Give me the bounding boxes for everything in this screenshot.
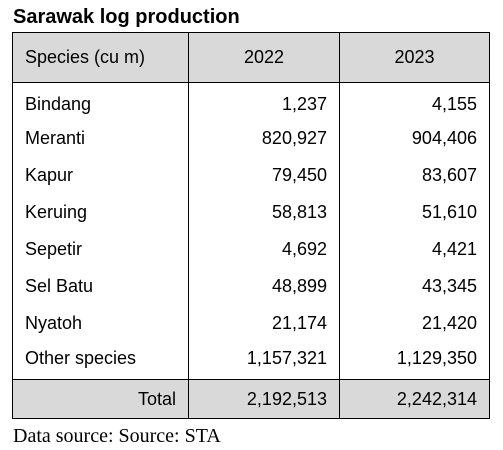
species-cell: Bindang bbox=[12, 82, 189, 120]
value-2022-cell: 79,450 bbox=[188, 157, 340, 194]
table-row: Sepetir 4,692 4,421 bbox=[12, 231, 490, 268]
value-2023-cell: 904,406 bbox=[339, 120, 490, 157]
table-row: Meranti 820,927 904,406 bbox=[12, 120, 490, 157]
value-2023-cell: 43,345 bbox=[339, 268, 490, 305]
species-cell: Nyatoh bbox=[12, 305, 189, 342]
column-header-2023: 2023 bbox=[339, 32, 490, 83]
species-cell: Kapur bbox=[12, 157, 189, 194]
table-row: Kapur 79,450 83,607 bbox=[12, 157, 490, 194]
table-row: Sel Batu 48,899 43,345 bbox=[12, 268, 490, 305]
value-2023-cell: 21,420 bbox=[339, 305, 490, 342]
value-2022-cell: 4,692 bbox=[188, 231, 340, 268]
value-2022-cell: 21,174 bbox=[188, 305, 340, 342]
header-row: Species (cu m) 2022 2023 bbox=[12, 32, 490, 83]
species-cell: Sepetir bbox=[12, 231, 189, 268]
total-2023-cell: 2,242,314 bbox=[339, 379, 490, 419]
value-2022-cell: 820,927 bbox=[188, 120, 340, 157]
table-row: Nyatoh 21,174 21,420 bbox=[12, 305, 490, 342]
value-2022-cell: 48,899 bbox=[188, 268, 340, 305]
species-cell: Other species bbox=[12, 342, 189, 380]
table-row: Bindang 1,237 4,155 bbox=[12, 82, 490, 120]
data-source-note: Data source: Source: STA bbox=[13, 425, 221, 447]
column-header-2022: 2022 bbox=[188, 32, 340, 83]
table-title: Sarawak log production bbox=[13, 6, 240, 28]
species-cell: Keruing bbox=[12, 194, 189, 231]
log-production-table: Species (cu m) 2022 2023 Bindang 1,237 4… bbox=[12, 32, 490, 419]
total-label: Total bbox=[12, 379, 189, 419]
value-2023-cell: 51,610 bbox=[339, 194, 490, 231]
value-2023-cell: 4,155 bbox=[339, 82, 490, 120]
column-header-species: Species (cu m) bbox=[12, 32, 189, 83]
species-cell: Meranti bbox=[12, 120, 189, 157]
total-2022-cell: 2,192,513 bbox=[188, 379, 340, 419]
value-2023-cell: 1,129,350 bbox=[339, 342, 490, 380]
value-2022-cell: 58,813 bbox=[188, 194, 340, 231]
value-2022-cell: 1,157,321 bbox=[188, 342, 340, 380]
table-row: Other species 1,157,321 1,129,350 bbox=[12, 342, 490, 380]
value-2022-cell: 1,237 bbox=[188, 82, 340, 120]
total-row: Total 2,192,513 2,242,314 bbox=[12, 379, 490, 419]
table-row: Keruing 58,813 51,610 bbox=[12, 194, 490, 231]
value-2023-cell: 4,421 bbox=[339, 231, 490, 268]
value-2023-cell: 83,607 bbox=[339, 157, 490, 194]
species-cell: Sel Batu bbox=[12, 268, 189, 305]
